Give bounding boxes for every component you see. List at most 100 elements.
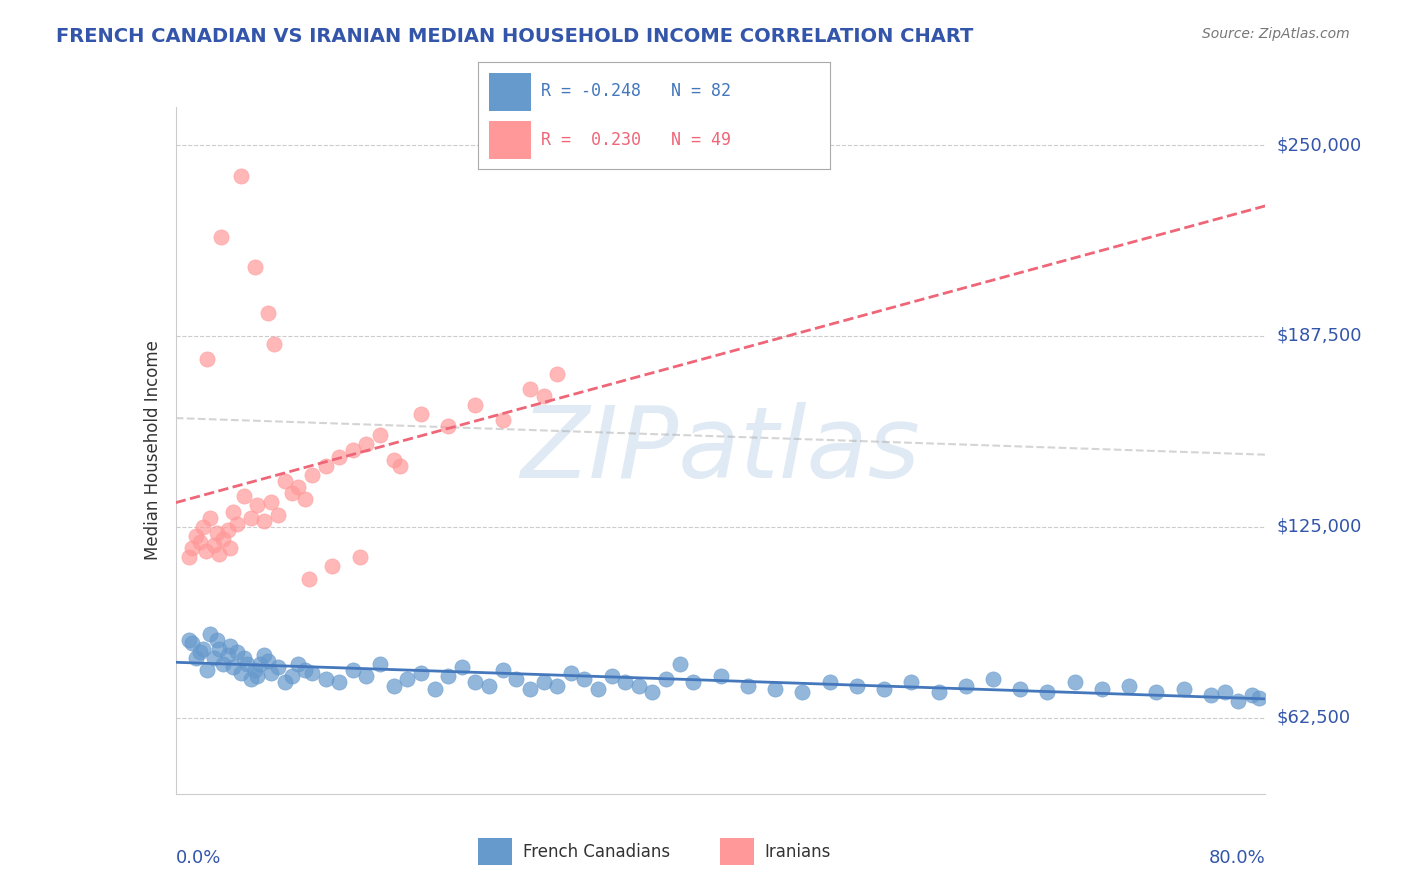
Point xyxy=(519,681,541,696)
Bar xyxy=(489,121,531,159)
Text: $62,500: $62,500 xyxy=(1277,708,1351,727)
Text: Iranians: Iranians xyxy=(765,843,831,861)
Point xyxy=(546,367,568,381)
Point xyxy=(181,541,204,556)
Point xyxy=(356,437,378,451)
Point xyxy=(368,428,391,442)
Point xyxy=(641,684,664,698)
Point xyxy=(328,675,350,690)
Point xyxy=(614,675,637,690)
Point xyxy=(1173,681,1195,696)
Bar xyxy=(720,838,754,865)
Point xyxy=(519,383,541,397)
Point xyxy=(382,679,405,693)
Point xyxy=(202,651,225,665)
Point xyxy=(1010,681,1032,696)
Point xyxy=(409,666,432,681)
Point xyxy=(231,666,253,681)
Point xyxy=(181,636,204,650)
Point xyxy=(315,458,337,473)
Point xyxy=(243,663,266,677)
Point xyxy=(818,675,841,690)
Point xyxy=(342,663,364,677)
Point xyxy=(209,229,232,244)
Point xyxy=(280,486,302,500)
Point xyxy=(301,467,323,482)
Point xyxy=(253,514,276,528)
Point xyxy=(287,657,309,672)
Point xyxy=(423,681,446,696)
Point xyxy=(321,559,343,574)
Point xyxy=(627,679,650,693)
Text: Source: ZipAtlas.com: Source: ZipAtlas.com xyxy=(1202,27,1350,41)
Text: $125,000: $125,000 xyxy=(1277,517,1362,536)
Point xyxy=(349,550,371,565)
Point xyxy=(226,516,249,531)
Point xyxy=(260,495,283,509)
Point xyxy=(194,544,217,558)
Point xyxy=(1213,684,1236,698)
Point xyxy=(492,663,515,677)
Point xyxy=(1063,675,1085,690)
Point xyxy=(212,532,235,546)
Point xyxy=(260,666,283,681)
Text: French Canadians: French Canadians xyxy=(523,843,671,861)
Bar xyxy=(478,838,512,865)
Point xyxy=(246,499,269,513)
Point xyxy=(186,651,208,665)
Point xyxy=(219,639,242,653)
Point xyxy=(546,679,568,693)
Point xyxy=(955,679,977,693)
Point xyxy=(280,669,302,683)
Point xyxy=(231,169,253,183)
Point xyxy=(560,666,582,681)
Point xyxy=(600,669,623,683)
Point xyxy=(249,657,271,672)
Point xyxy=(437,669,460,683)
Point xyxy=(737,679,759,693)
Point xyxy=(191,641,214,656)
Point xyxy=(195,351,218,366)
Point xyxy=(222,660,245,674)
Point xyxy=(1247,690,1270,705)
Point xyxy=(437,419,460,434)
Point xyxy=(792,684,814,698)
Point xyxy=(301,666,323,681)
Point xyxy=(188,535,211,549)
Point xyxy=(900,675,922,690)
Text: $187,500: $187,500 xyxy=(1277,327,1362,345)
Point xyxy=(186,529,208,543)
Point xyxy=(450,660,472,674)
Point xyxy=(195,663,218,677)
Point xyxy=(212,657,235,672)
Point xyxy=(328,450,350,464)
Point xyxy=(239,510,262,524)
Point xyxy=(191,520,214,534)
Point xyxy=(1118,679,1140,693)
Point xyxy=(533,675,555,690)
Point xyxy=(1199,688,1222,702)
Bar xyxy=(489,73,531,111)
Point xyxy=(205,525,228,540)
Text: R =  0.230   N = 49: R = 0.230 N = 49 xyxy=(541,130,731,148)
Point xyxy=(198,626,221,640)
Point xyxy=(257,306,280,320)
Point xyxy=(396,673,419,687)
Point xyxy=(464,398,486,412)
Point xyxy=(179,550,201,565)
Point xyxy=(243,260,266,275)
Text: ZIPatlas: ZIPatlas xyxy=(520,402,921,499)
Point xyxy=(267,508,290,522)
Point xyxy=(274,675,297,690)
Point xyxy=(232,651,254,665)
Point xyxy=(845,679,868,693)
Point xyxy=(267,660,290,674)
Point xyxy=(257,654,280,668)
Point xyxy=(246,669,269,683)
Point xyxy=(368,657,391,672)
Point xyxy=(263,336,285,351)
Point xyxy=(232,489,254,503)
Point xyxy=(274,474,297,488)
Point xyxy=(287,480,309,494)
Point xyxy=(478,679,501,693)
